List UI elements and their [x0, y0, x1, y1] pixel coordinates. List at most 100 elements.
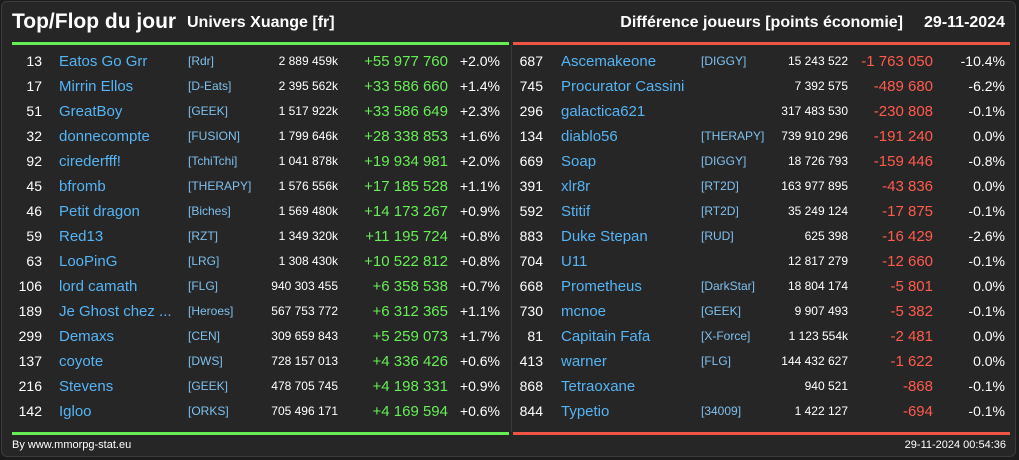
player-rank: 134 — [519, 128, 543, 144]
alliance-tag-link[interactable]: [GEEK] — [188, 104, 229, 118]
flop-row: 413 warner [FLG] 144 432 627 -1 622 0.0% — [513, 349, 1010, 374]
player-points: 567 753 772 — [271, 304, 338, 318]
flop-row: 704 U11 12 817 279 -12 660 -0.1% — [513, 249, 1010, 274]
percent-change: +2.0% — [459, 153, 500, 169]
player-points: 940 521 — [804, 379, 848, 393]
alliance-tag-link[interactable]: [ORKS] — [188, 404, 229, 418]
percent-change: -2.6% — [968, 228, 1005, 244]
alliance-tag-link[interactable]: [THERAPY] — [701, 129, 765, 143]
alliance-tag-link[interactable]: [D-Eats] — [188, 79, 232, 93]
player-name-link[interactable]: Soap — [561, 153, 597, 170]
player-name-link[interactable]: Procurator Cassini — [561, 78, 685, 95]
player-name-link[interactable]: Je Ghost chez ... — [59, 303, 172, 320]
alliance-tag-link[interactable]: [CEN] — [188, 329, 221, 343]
player-name-link[interactable]: Mirrin Ellos — [59, 78, 134, 95]
alliance-tag-link[interactable]: [DIGGY] — [701, 154, 747, 168]
player-name-link[interactable]: Petit dragon — [59, 203, 140, 220]
alliance-tag-link[interactable]: [DarkStar] — [701, 279, 756, 293]
player-points: 15 243 522 — [787, 54, 848, 68]
alliance-tag-link[interactable]: [RT2D] — [701, 179, 739, 193]
top-row: 46 Petit dragon [Biches] 1 569 480k +14 173 … — [12, 199, 509, 224]
alliance-tag-link[interactable]: [FUSION] — [188, 129, 241, 143]
player-name-link[interactable]: GreatBoy — [59, 103, 123, 120]
player-rank: 45 — [26, 178, 42, 194]
player-name-link[interactable]: donnecompte — [59, 128, 150, 145]
player-points: 144 432 627 — [781, 354, 848, 368]
percent-change: -10.4% — [960, 53, 1005, 69]
player-points: 1 422 127 — [794, 404, 848, 418]
alliance-tag-link[interactable]: [GEEK] — [188, 379, 229, 393]
player-points: 2 889 459k — [278, 54, 338, 68]
player-points: 7 392 575 — [794, 79, 848, 93]
percent-change: 0.0% — [973, 353, 1005, 369]
top-row: 13 Eatos Go Grr [Rdr] 2 889 459k +55 977 760… — [12, 49, 509, 74]
player-name-link[interactable]: Eatos Go Grr — [59, 53, 148, 70]
player-rank: 189 — [18, 303, 42, 319]
player-name-link[interactable]: LooPinG — [59, 253, 118, 270]
alliance-tag-link[interactable]: [THERAPY] — [188, 179, 252, 193]
points-difference: -1 622 — [890, 353, 933, 370]
player-points: 309 659 843 — [271, 329, 338, 343]
player-rank: 46 — [26, 203, 42, 219]
top-players-list: 13 Eatos Go Grr [Rdr] 2 889 459k +55 977 760… — [12, 49, 509, 424]
player-name-link[interactable]: coyote — [59, 353, 104, 370]
player-name-link[interactable]: warner — [561, 353, 607, 370]
alliance-tag-link[interactable]: [RT2D] — [701, 204, 739, 218]
player-name-link[interactable]: Demaxs — [59, 328, 115, 345]
player-name-link[interactable]: Typetio — [561, 403, 610, 420]
player-rank: 92 — [26, 153, 42, 169]
player-name-link[interactable]: Stitif — [561, 203, 591, 220]
points-difference: -5 801 — [890, 278, 933, 295]
player-name-link[interactable]: Duke Stepan — [561, 228, 648, 245]
alliance-tag-link[interactable]: [FLG] — [188, 279, 219, 293]
player-name-link[interactable]: Red13 — [59, 228, 104, 245]
player-rank: 883 — [519, 228, 543, 244]
top-accent-line — [12, 42, 509, 45]
player-name-link[interactable]: xlr8r — [561, 178, 591, 195]
alliance-tag-link[interactable]: [DIGGY] — [701, 54, 747, 68]
points-difference: +33 586 660 — [364, 78, 448, 95]
player-name-link[interactable]: lord camath — [59, 278, 138, 295]
player-name-link[interactable]: Igloo — [59, 403, 92, 420]
panel-date: 29-11-2024 — [924, 14, 1005, 31]
player-rank: 296 — [519, 103, 543, 119]
points-difference: +10 522 812 — [364, 253, 448, 270]
player-name-link[interactable]: bfromb — [59, 178, 106, 195]
player-name-link[interactable]: Prometheus — [561, 278, 642, 295]
player-name-link[interactable]: cirederfff! — [59, 153, 121, 170]
player-name-link[interactable]: galactica621 — [561, 103, 646, 120]
alliance-tag-link[interactable]: [34009] — [701, 404, 742, 418]
player-points: 1 041 878k — [278, 154, 338, 168]
alliance-tag-link[interactable]: [RUD] — [701, 229, 734, 243]
player-name-link[interactable]: Tetraoxane — [561, 378, 636, 395]
player-points: 478 705 745 — [271, 379, 338, 393]
player-rank: 844 — [519, 403, 543, 419]
points-difference: -868 — [902, 378, 933, 395]
percent-change: +0.8% — [459, 228, 500, 244]
player-points: 163 977 895 — [781, 179, 848, 193]
alliance-tag-link[interactable]: [FLG] — [701, 354, 732, 368]
points-difference: +33 586 649 — [364, 103, 448, 120]
alliance-tag-link[interactable]: [TchiTchi] — [188, 154, 238, 168]
player-rank: 137 — [18, 353, 42, 369]
points-difference: -16 429 — [882, 228, 933, 245]
flop-row: 730 mcnoe [GEEK] 9 907 493 -5 382 -0.1% — [513, 299, 1010, 324]
alliance-tag-link[interactable]: [DWS] — [188, 354, 223, 368]
percent-change: -0.8% — [968, 153, 1005, 169]
player-name-link[interactable]: Stevens — [59, 378, 114, 395]
player-name-link[interactable]: Ascemakeone — [561, 53, 657, 70]
player-name-link[interactable]: Capitain Fafa — [561, 328, 651, 345]
player-name-link[interactable]: mcnoe — [561, 303, 607, 320]
points-difference: -159 446 — [873, 153, 933, 170]
alliance-tag-link[interactable]: [RZT] — [188, 229, 218, 243]
alliance-tag-link[interactable]: [Heroes] — [188, 304, 234, 318]
alliance-tag-link[interactable]: [LRG] — [188, 254, 220, 268]
player-name-link[interactable]: diablo56 — [561, 128, 618, 145]
alliance-tag-link[interactable]: [Biches] — [188, 204, 231, 218]
alliance-tag-link[interactable]: [GEEK] — [701, 304, 742, 318]
alliance-tag-link[interactable]: [X-Force] — [701, 329, 751, 343]
player-name-link[interactable]: U11 — [561, 253, 588, 270]
player-points: 35 249 124 — [787, 204, 848, 218]
alliance-tag-link[interactable]: [Rdr] — [188, 54, 215, 68]
percent-change: +1.4% — [459, 78, 500, 94]
